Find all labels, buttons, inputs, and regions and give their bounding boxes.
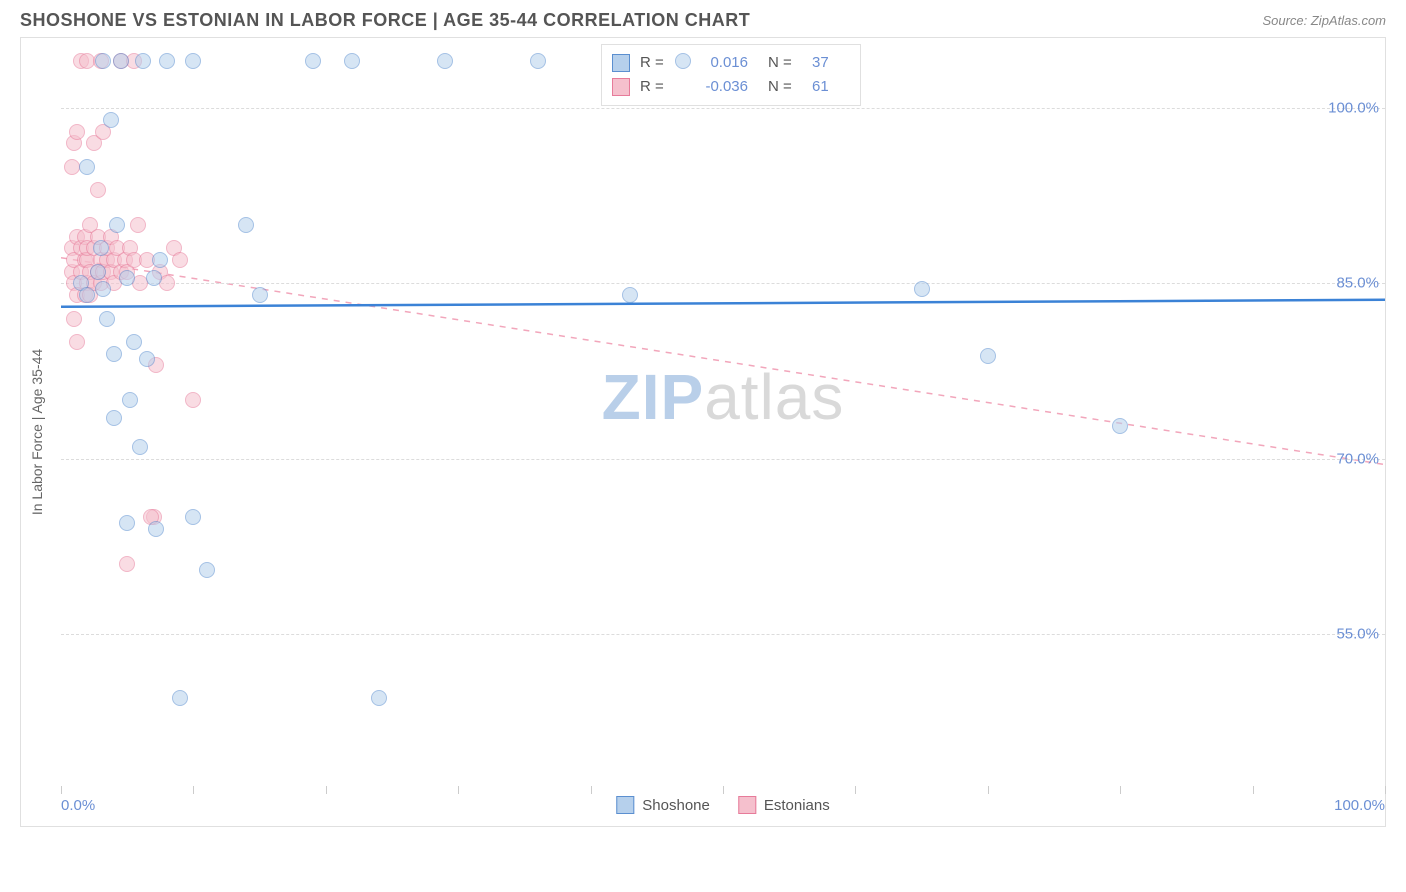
legend-n-label: N = bbox=[768, 75, 802, 99]
data-point bbox=[152, 252, 168, 268]
x-tick bbox=[193, 786, 194, 794]
legend-n-value: 61 bbox=[812, 75, 846, 99]
data-point bbox=[914, 281, 930, 297]
x-tick bbox=[61, 786, 62, 794]
data-point bbox=[103, 112, 119, 128]
data-point bbox=[305, 53, 321, 69]
data-point bbox=[90, 264, 106, 280]
correlation-legend: R = 0.016 N = 37 R = -0.036 N = 61 bbox=[601, 44, 861, 106]
x-tick bbox=[1253, 786, 1254, 794]
plot-area: ZIPatlas R =0.016N =37R =-0.036N =61 Sho… bbox=[61, 38, 1385, 786]
x-tick bbox=[1385, 786, 1386, 794]
series-legend-item: Shoshone bbox=[616, 796, 710, 814]
series-legend-item: Estonians bbox=[738, 796, 830, 814]
data-point bbox=[371, 690, 387, 706]
data-point bbox=[95, 53, 111, 69]
x-tick bbox=[855, 786, 856, 794]
data-point bbox=[130, 217, 146, 233]
gridline bbox=[61, 283, 1385, 284]
data-point bbox=[148, 521, 164, 537]
data-point bbox=[119, 270, 135, 286]
data-point bbox=[95, 281, 111, 297]
data-point bbox=[69, 334, 85, 350]
data-point bbox=[132, 439, 148, 455]
watermark: ZIPatlas bbox=[602, 360, 845, 434]
data-point bbox=[109, 217, 125, 233]
data-point bbox=[344, 53, 360, 69]
legend-r-label: R = bbox=[640, 75, 678, 99]
series-legend: Shoshone Estonians bbox=[616, 796, 829, 814]
legend-row: R = -0.036 N = 61 bbox=[612, 75, 846, 99]
data-point bbox=[185, 392, 201, 408]
data-point bbox=[106, 410, 122, 426]
data-point bbox=[675, 53, 691, 69]
watermark-part2: atlas bbox=[704, 361, 844, 433]
data-point bbox=[199, 562, 215, 578]
legend-swatch bbox=[612, 54, 630, 72]
data-point bbox=[64, 159, 80, 175]
y-tick-label: 100.0% bbox=[1328, 100, 1379, 117]
series-legend-label: Shoshone bbox=[642, 797, 710, 814]
data-point bbox=[172, 252, 188, 268]
data-point bbox=[622, 287, 638, 303]
data-point bbox=[238, 217, 254, 233]
legend-n-value: 37 bbox=[812, 51, 846, 75]
legend-swatch bbox=[612, 78, 630, 96]
data-point bbox=[79, 159, 95, 175]
x-tick-label: 0.0% bbox=[61, 797, 95, 814]
data-point bbox=[69, 124, 85, 140]
data-point bbox=[146, 270, 162, 286]
legend-r-value: 0.016 bbox=[688, 51, 748, 75]
data-point bbox=[530, 53, 546, 69]
data-point bbox=[185, 509, 201, 525]
legend-n-label: N = bbox=[768, 51, 802, 75]
x-tick bbox=[591, 786, 592, 794]
legend-r-value: -0.036 bbox=[688, 75, 748, 99]
y-tick-label: 55.0% bbox=[1336, 626, 1379, 643]
x-tick bbox=[988, 786, 989, 794]
data-point bbox=[99, 311, 115, 327]
data-point bbox=[252, 287, 268, 303]
data-point bbox=[119, 556, 135, 572]
data-point bbox=[135, 53, 151, 69]
chart-title: SHOSHONE VS ESTONIAN IN LABOR FORCE | AG… bbox=[20, 10, 750, 31]
data-point bbox=[93, 240, 109, 256]
gridline bbox=[61, 108, 1385, 109]
legend-swatch bbox=[738, 796, 756, 814]
data-point bbox=[113, 53, 129, 69]
data-point bbox=[139, 351, 155, 367]
x-tick bbox=[326, 786, 327, 794]
trend-lines-svg bbox=[61, 38, 1385, 786]
source-label: Source: ZipAtlas.com bbox=[1262, 13, 1386, 28]
data-point bbox=[106, 346, 122, 362]
watermark-part1: ZIP bbox=[602, 361, 705, 433]
y-axis-label: In Labor Force | Age 35-44 bbox=[29, 349, 45, 515]
data-point bbox=[126, 334, 142, 350]
data-point bbox=[66, 311, 82, 327]
data-point bbox=[980, 348, 996, 364]
y-tick-label: 85.0% bbox=[1336, 275, 1379, 292]
data-point bbox=[185, 53, 201, 69]
data-point bbox=[172, 690, 188, 706]
gridline bbox=[61, 459, 1385, 460]
data-point bbox=[122, 392, 138, 408]
data-point bbox=[159, 53, 175, 69]
gridline bbox=[61, 634, 1385, 635]
y-tick-label: 70.0% bbox=[1336, 450, 1379, 467]
legend-r-label: R = bbox=[640, 51, 678, 75]
x-tick bbox=[723, 786, 724, 794]
chart-container: In Labor Force | Age 35-44 ZIPatlas R = 0… bbox=[20, 37, 1386, 827]
x-tick bbox=[1120, 786, 1121, 794]
x-tick-label: 100.0% bbox=[1334, 797, 1385, 814]
data-point bbox=[79, 287, 95, 303]
legend-swatch bbox=[616, 796, 634, 814]
legend-row: R = 0.016 N = 37 bbox=[612, 51, 846, 75]
data-point bbox=[119, 515, 135, 531]
series-legend-label: Estonians bbox=[764, 797, 830, 814]
data-point bbox=[90, 182, 106, 198]
data-point bbox=[1112, 418, 1128, 434]
x-tick bbox=[458, 786, 459, 794]
data-point bbox=[437, 53, 453, 69]
